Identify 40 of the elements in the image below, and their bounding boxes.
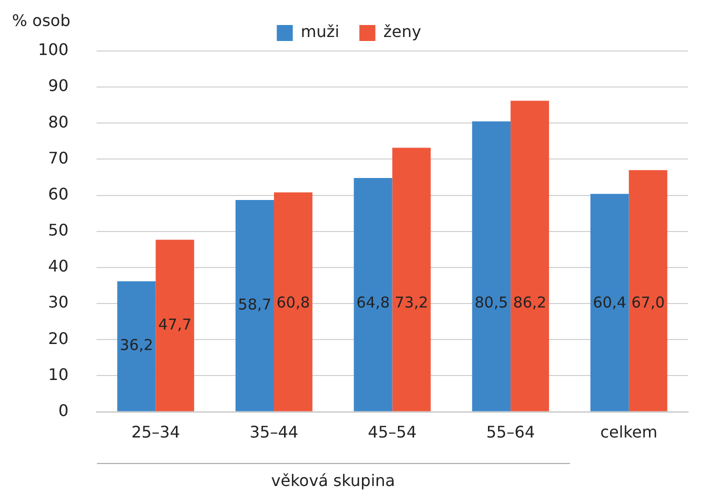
bar — [117, 281, 156, 412]
bar — [590, 194, 629, 412]
x-tick-label: celkem — [600, 422, 658, 442]
x-tick-label: 45–54 — [368, 422, 417, 442]
bar — [392, 148, 431, 412]
bar — [510, 100, 550, 412]
x-tick-label: 55–64 — [486, 422, 535, 442]
bar — [274, 192, 312, 412]
data-label: 58,7 — [238, 296, 272, 314]
y-tick-label: 80 — [48, 112, 69, 132]
data-label: 80,5 — [474, 293, 508, 312]
x-tick-label: 25–34 — [131, 422, 180, 442]
bar — [156, 240, 194, 412]
data-label: 73,2 — [394, 293, 428, 312]
bar — [472, 121, 511, 412]
y-tick-label: 20 — [48, 328, 69, 348]
y-tick-label: 60 — [48, 184, 69, 204]
legend-label: ženy — [383, 22, 422, 42]
y-axis-title: % osob — [12, 11, 70, 30]
bar — [236, 200, 274, 412]
y-tick-label: 70 — [48, 148, 69, 168]
data-label: 86,2 — [513, 293, 546, 312]
y-tick-label: 90 — [48, 76, 69, 96]
y-tick-label: 40 — [48, 256, 69, 276]
data-label: 36,2 — [120, 336, 154, 354]
data-label: 60,4 — [592, 293, 626, 312]
x-axis-title: věková skupina — [271, 471, 396, 490]
bar — [628, 170, 668, 412]
data-label: 60,8 — [276, 293, 310, 312]
y-tick-label: 10 — [48, 364, 69, 384]
data-label: 47,7 — [158, 315, 192, 334]
y-tick-label: 0 — [58, 400, 69, 420]
data-label: 64,8 — [356, 293, 390, 312]
legend-label: muži — [300, 22, 340, 42]
y-tick-label: 100 — [38, 40, 69, 60]
y-tick-label: 30 — [48, 292, 69, 312]
y-tick-label: 50 — [48, 220, 69, 240]
x-tick-label: 35–44 — [250, 422, 298, 442]
bar — [354, 178, 392, 412]
data-label: 67,0 — [631, 293, 665, 312]
